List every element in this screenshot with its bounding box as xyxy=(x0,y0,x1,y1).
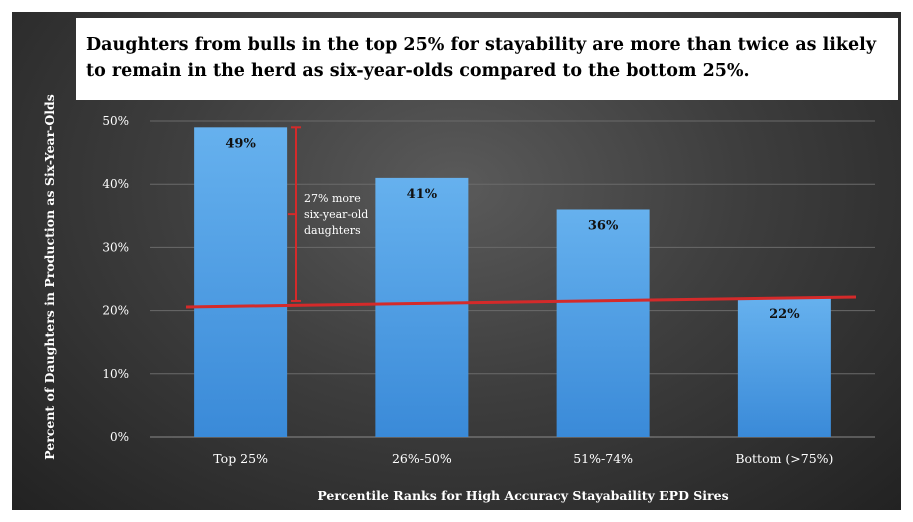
y-axis-ticks: 0% 10% 20% 30% 40% 50% xyxy=(102,114,129,444)
x-tick-label: Bottom (>75%) xyxy=(735,451,833,466)
chart-title: Daughters from bulls in the top 25% for … xyxy=(76,18,898,100)
bars xyxy=(194,127,831,437)
annotation-line: 27% more xyxy=(304,192,361,205)
y-tick-label: 20% xyxy=(102,304,129,318)
annotation-group: 27% more six-year-old daughters xyxy=(288,126,368,302)
bar xyxy=(556,209,650,437)
y-tick-label: 30% xyxy=(102,240,129,254)
bar xyxy=(194,127,288,437)
bar xyxy=(375,177,469,437)
x-tick-label: Top 25% xyxy=(213,451,268,466)
y-axis-title: Percent of Daughters in Production as Si… xyxy=(42,94,57,460)
data-label: 41% xyxy=(407,187,438,202)
reference-line xyxy=(185,295,857,309)
annotation-line: daughters xyxy=(304,224,361,237)
y-tick-label: 0% xyxy=(110,430,129,444)
x-tick-label: 51%-74% xyxy=(573,451,633,466)
reference-line-group xyxy=(185,295,857,309)
y-tick-label: 40% xyxy=(102,177,129,191)
bar xyxy=(737,297,831,437)
y-tick-label: 10% xyxy=(102,367,129,381)
data-label: 36% xyxy=(588,218,619,233)
data-labels: 49% 41% 36% 22% xyxy=(225,136,800,322)
x-axis-ticks: Top 25% 26%-50% 51%-74% Bottom (>75%) xyxy=(213,451,833,466)
x-tick-label: 26%-50% xyxy=(392,451,452,466)
x-axis-title: Percentile Ranks for High Accuracy Staya… xyxy=(317,488,728,503)
y-tick-label: 50% xyxy=(102,114,129,128)
data-label: 49% xyxy=(225,136,256,151)
annotation-line: six-year-old xyxy=(304,208,368,221)
data-label: 22% xyxy=(769,307,800,322)
